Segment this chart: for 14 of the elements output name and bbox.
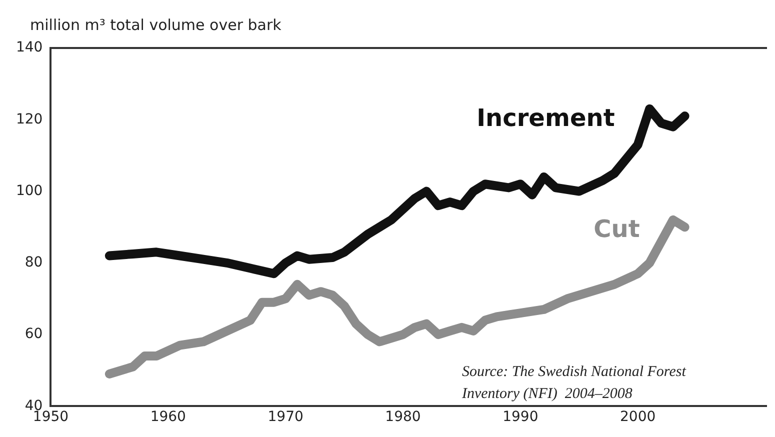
- y-tick-label: 120: [16, 111, 43, 128]
- x-tick-label: 2000: [620, 409, 656, 426]
- series-label: Increment: [476, 104, 615, 132]
- series-label: Cut: [594, 215, 640, 244]
- x-tick-label: 1990: [502, 409, 538, 426]
- y-tick-label: 100: [16, 182, 43, 199]
- x-tick-label: 1980: [385, 409, 421, 426]
- y-tick-label: 80: [24, 254, 43, 271]
- annotation: Source: The Swedish National Forest Inventory (NFI) 2004–2008: [461, 364, 687, 402]
- y-tick-label: 140: [16, 40, 43, 56]
- x-tick-label: 1960: [150, 409, 186, 426]
- y-tick-label: 60: [24, 326, 43, 342]
- y-axis-title: million m³ total volume over bark: [30, 16, 282, 34]
- x-tick-label: 1970: [268, 409, 304, 426]
